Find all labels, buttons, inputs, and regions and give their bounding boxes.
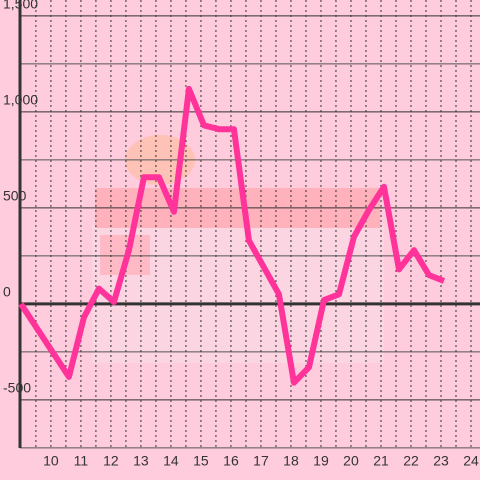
x-tick-label: 22 (403, 453, 419, 469)
x-tick-label: 15 (193, 453, 209, 469)
x-tick-label: 17 (253, 453, 269, 469)
x-tick-label: 20 (343, 453, 359, 469)
x-tick-label: 23 (433, 453, 449, 469)
x-tick-label: 19 (313, 453, 329, 469)
x-tick-label: 13 (133, 453, 149, 469)
x-tick-label: 10 (43, 453, 59, 469)
x-tick-label: 11 (74, 453, 89, 469)
y-tick-label: -500 (3, 380, 31, 396)
x-tick-label: 18 (283, 453, 299, 469)
y-tick-label: 0 (3, 284, 11, 300)
x-tick-label: 12 (103, 453, 119, 469)
x-tick-label: 21 (373, 453, 389, 469)
x-tick-label: 14 (163, 453, 179, 469)
series-line (18, 85, 446, 386)
y-tick-label: 500 (3, 188, 27, 204)
x-tick-label: 24 (463, 453, 479, 469)
x-tick-label: 16 (223, 453, 239, 469)
